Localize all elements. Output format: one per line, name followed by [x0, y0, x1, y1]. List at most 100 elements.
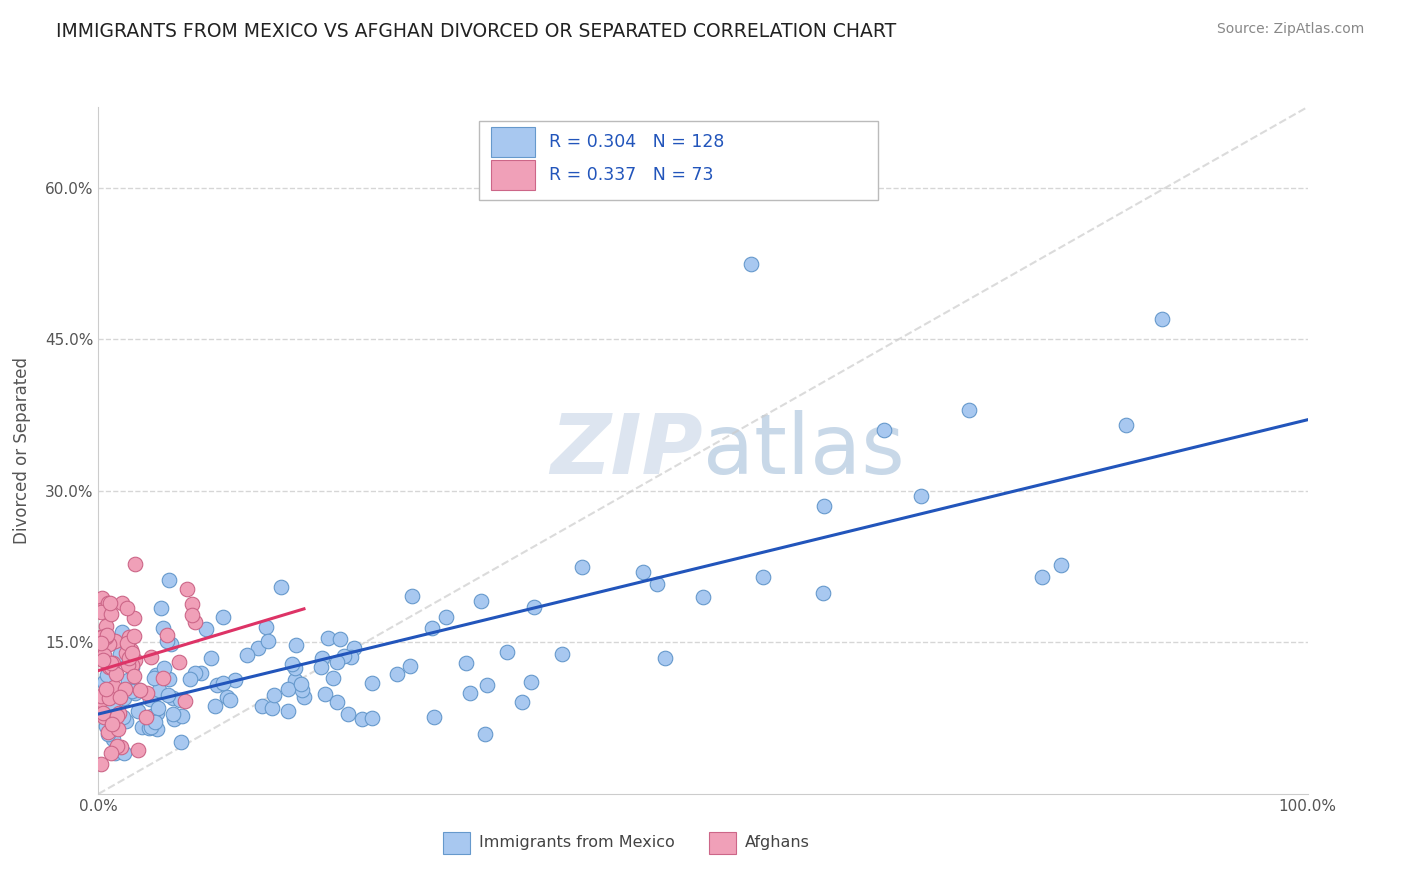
- Point: [204, 698, 226, 713]
- Point: [169, 692, 191, 706]
- Point: [114, 681, 136, 696]
- Point: [93, 674, 115, 689]
- Point: [100, 669, 122, 683]
- Point: [423, 710, 446, 724]
- Point: [121, 646, 143, 660]
- Point: [98, 660, 121, 674]
- Point: [957, 403, 980, 417]
- Point: [94, 619, 117, 633]
- Text: IMMIGRANTS FROM MEXICO VS AFGHAN DIVORCED OR SEPARATED CORRELATION CHART: IMMIGRANTS FROM MEXICO VS AFGHAN DIVORCE…: [56, 22, 897, 41]
- Point: [169, 734, 191, 748]
- Point: [270, 580, 292, 594]
- Text: R = 0.304   N = 128: R = 0.304 N = 128: [550, 133, 725, 151]
- Point: [152, 621, 174, 635]
- Text: Afghans: Afghans: [745, 835, 810, 850]
- Point: [108, 706, 131, 720]
- Point: [385, 667, 408, 681]
- Point: [211, 676, 233, 690]
- Point: [263, 688, 285, 702]
- Point: [120, 681, 142, 695]
- Point: [873, 423, 896, 437]
- Point: [654, 650, 676, 665]
- Point: [314, 687, 336, 701]
- Point: [184, 615, 207, 629]
- Point: [118, 630, 141, 644]
- Point: [145, 722, 167, 736]
- Point: [219, 693, 242, 707]
- Point: [174, 694, 197, 708]
- Point: [101, 717, 124, 731]
- Point: [101, 731, 124, 746]
- Text: R = 0.337   N = 73: R = 0.337 N = 73: [550, 166, 714, 184]
- Point: [139, 720, 162, 734]
- Point: [117, 600, 139, 615]
- Point: [162, 690, 184, 705]
- Point: [124, 686, 146, 700]
- Text: Immigrants from Mexico: Immigrants from Mexico: [479, 835, 675, 850]
- Point: [179, 672, 201, 686]
- Point: [90, 630, 112, 644]
- Point: [329, 632, 352, 646]
- Text: atlas: atlas: [703, 410, 904, 491]
- Point: [103, 693, 125, 707]
- Point: [90, 689, 112, 703]
- Point: [170, 709, 193, 723]
- Point: [326, 695, 349, 709]
- Point: [118, 683, 141, 698]
- Point: [361, 711, 384, 725]
- Point: [90, 631, 112, 645]
- Text: Source: ZipAtlas.com: Source: ZipAtlas.com: [1216, 22, 1364, 37]
- Y-axis label: Divorced or Separated: Divorced or Separated: [13, 357, 31, 544]
- Point: [470, 594, 492, 608]
- Point: [752, 570, 775, 584]
- Point: [91, 653, 114, 667]
- Point: [157, 672, 180, 686]
- Point: [93, 648, 115, 662]
- Point: [291, 683, 314, 698]
- Point: [156, 628, 179, 642]
- Point: [631, 565, 654, 579]
- FancyBboxPatch shape: [479, 120, 879, 200]
- Point: [100, 747, 122, 761]
- Point: [135, 710, 157, 724]
- Point: [420, 621, 443, 635]
- Point: [211, 610, 233, 624]
- Point: [111, 624, 134, 639]
- Point: [153, 661, 176, 675]
- Point: [292, 690, 315, 705]
- Point: [96, 719, 118, 733]
- Point: [281, 657, 304, 671]
- Point: [90, 603, 112, 617]
- Point: [101, 697, 124, 711]
- Point: [194, 622, 217, 636]
- Point: [811, 586, 834, 600]
- Point: [139, 692, 162, 706]
- Point: [90, 591, 112, 605]
- Point: [104, 634, 127, 648]
- Point: [122, 669, 145, 683]
- Point: [124, 629, 146, 643]
- Point: [146, 706, 169, 720]
- Point: [326, 655, 349, 669]
- Point: [96, 628, 118, 642]
- Point: [100, 656, 122, 670]
- Point: [100, 660, 122, 674]
- Point: [90, 636, 112, 650]
- Point: [145, 667, 167, 681]
- Point: [121, 659, 143, 673]
- Point: [100, 681, 122, 696]
- Bar: [443, 831, 470, 854]
- Point: [90, 756, 112, 771]
- Point: [184, 665, 207, 680]
- Point: [159, 637, 181, 651]
- Point: [152, 671, 174, 685]
- Point: [120, 642, 142, 657]
- Point: [100, 607, 122, 621]
- Point: [1031, 570, 1053, 584]
- Point: [94, 681, 117, 696]
- Point: [90, 605, 112, 619]
- Point: [350, 712, 373, 726]
- Point: [94, 630, 117, 644]
- Point: [141, 709, 163, 723]
- Point: [127, 742, 149, 756]
